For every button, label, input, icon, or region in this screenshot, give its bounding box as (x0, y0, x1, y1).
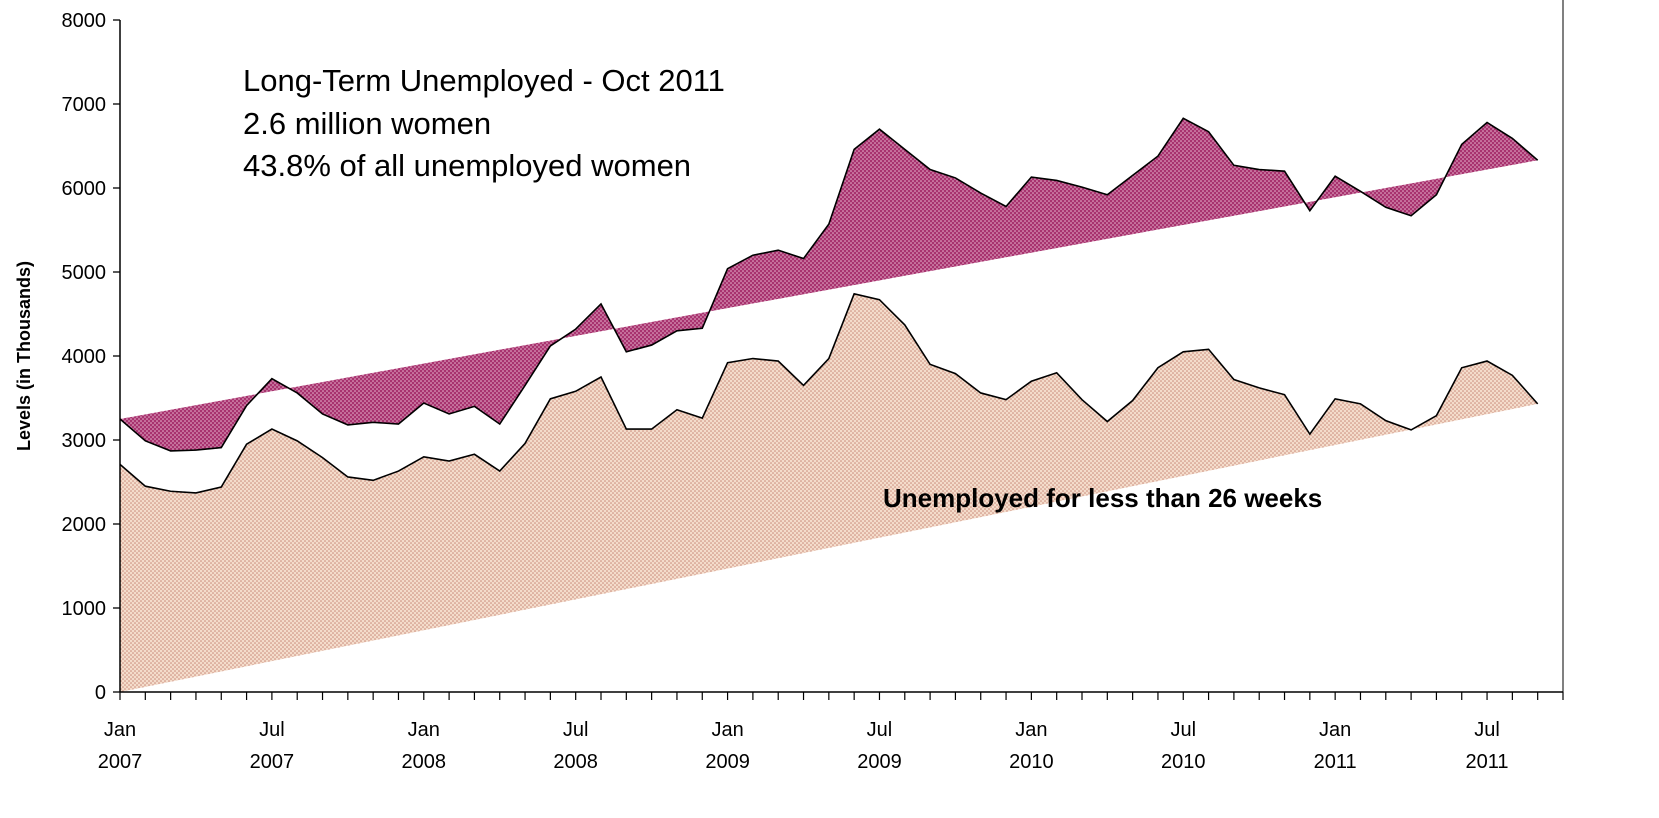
x-tick-label-year: 2009 (857, 751, 902, 773)
annotation-line-2: 2.6 million women (243, 106, 491, 141)
area-short-term-unemployed (120, 293, 1538, 692)
y-tick-label: 3000 (62, 430, 107, 452)
x-tick-label-month: Jan (711, 719, 743, 741)
y-axis-label: Levels (in Thousands) (14, 261, 34, 451)
annotation-line-1: Long-Term Unemployed - Oct 2011 (243, 63, 725, 98)
x-tick-label-year: 2008 (402, 751, 447, 773)
x-tick-label-year: 2010 (1161, 751, 1206, 773)
x-tick-label-month: Jan (104, 719, 136, 741)
x-tick-label-year: 2008 (553, 751, 598, 773)
x-tick-label-year: 2011 (1314, 751, 1357, 773)
x-tick-label-month: Jan (408, 719, 440, 741)
y-tick-label: 5000 (62, 262, 107, 284)
x-tick-label-month: Jul (563, 719, 589, 741)
series-label-long-term: Unemployed for 26 weeks or more (957, 267, 1380, 297)
x-tick-label-year: 2009 (705, 751, 750, 773)
y-tick-label: 7000 (62, 94, 107, 116)
y-tick-label: 4000 (62, 346, 107, 368)
x-tick-label-month: Jul (867, 719, 893, 741)
axes (113, 19, 1564, 700)
y-tick-label: 8000 (62, 10, 107, 32)
x-tick-label-month: Jan (1319, 719, 1351, 741)
y-tick-labels: 0 1000 2000 3000 4000 5000 6000 7000 8000 (62, 10, 107, 704)
x-tick-label-month: Jul (1474, 719, 1500, 741)
x-tick-label-month: Jan (1015, 719, 1047, 741)
y-tick-label: 0 (95, 682, 106, 704)
x-tick-labels: Jan 2007 Jul 2007 Jan 2008 Jul 2008 Jan 2009 Jul 20… (98, 719, 1509, 773)
area-long-term-unemployed (120, 118, 1538, 451)
x-tick-label-year: 2007 (98, 751, 143, 773)
line-short-term-boundary (119, 292, 1539, 494)
x-tick-label-month: Jul (259, 719, 285, 741)
x-tick-label-year: 2011 (1466, 751, 1509, 773)
x-tick-label-year: 2007 (250, 751, 295, 773)
y-tick-label: 6000 (62, 178, 107, 200)
area-layers (119, 0, 1564, 692)
x-tick-label-month: Jul (1170, 719, 1196, 741)
line-total-unemployed (119, 117, 1539, 452)
x-tick-label-year: 2010 (1009, 751, 1054, 773)
series-label-short-term: Unemployed for less than 26 weeks (883, 483, 1322, 513)
annotation-line-3: 43.8% of all unemployed women (243, 148, 691, 183)
y-tick-label: 1000 (62, 598, 107, 620)
y-tick-label: 2000 (62, 514, 107, 536)
